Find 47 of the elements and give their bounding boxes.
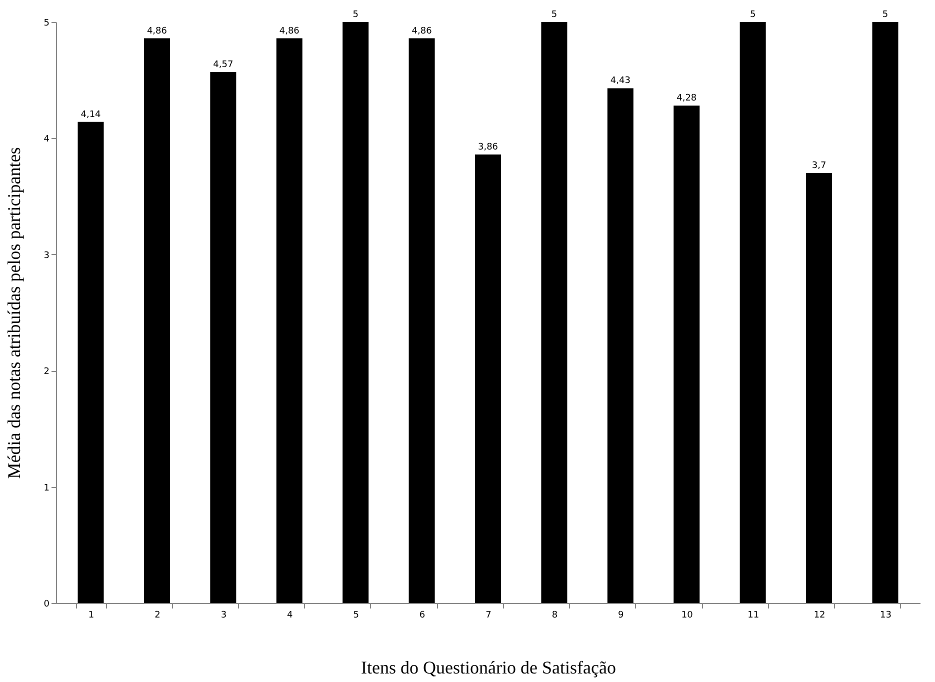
data-label: 4,86 bbox=[279, 26, 300, 36]
x-tick-label: 6 bbox=[419, 610, 426, 620]
bar bbox=[475, 154, 501, 603]
y-tick-label: 0 bbox=[44, 600, 50, 610]
bar bbox=[806, 173, 832, 603]
data-label: 4,57 bbox=[213, 60, 234, 70]
bar bbox=[740, 22, 766, 603]
bar bbox=[674, 106, 700, 603]
x-tick-label: 5 bbox=[353, 610, 359, 620]
data-label: 4,14 bbox=[80, 110, 102, 120]
data-label: 5 bbox=[352, 10, 358, 20]
bar bbox=[210, 72, 236, 603]
x-tick-label: 7 bbox=[486, 610, 492, 620]
x-tick-label: 1 bbox=[88, 610, 94, 620]
x-tick-label: 11 bbox=[748, 610, 760, 620]
data-label: 5 bbox=[750, 10, 756, 20]
bar bbox=[607, 88, 634, 603]
bar bbox=[342, 22, 369, 603]
bar bbox=[541, 22, 568, 603]
x-axis-title: Itens do Questionário de Satisfação bbox=[361, 658, 616, 678]
bar bbox=[872, 22, 898, 603]
data-label: 4,43 bbox=[610, 76, 630, 86]
data-label: 4,28 bbox=[676, 94, 697, 104]
bar bbox=[408, 38, 435, 603]
bar bbox=[144, 38, 170, 603]
x-tick-label: 13 bbox=[880, 610, 892, 620]
x-tick-label: 12 bbox=[814, 610, 826, 620]
data-label: 3,7 bbox=[812, 161, 826, 172]
bar bbox=[78, 122, 104, 603]
y-axis-title: Média das notas atribuídas pelos participantes bbox=[4, 147, 24, 479]
data-label: 5 bbox=[882, 10, 888, 20]
data-label: 3,86 bbox=[478, 142, 498, 152]
x-tick-label: 3 bbox=[220, 610, 227, 620]
x-tick-label: 4 bbox=[287, 610, 294, 620]
x-tick-label: 2 bbox=[154, 610, 160, 620]
data-label: 4,86 bbox=[412, 26, 432, 36]
y-tick-label: 5 bbox=[44, 18, 50, 28]
bar bbox=[276, 38, 302, 603]
y-tick-label: 2 bbox=[44, 367, 50, 378]
x-tick-label: 10 bbox=[681, 610, 694, 620]
x-tick-label: 8 bbox=[552, 610, 558, 620]
y-tick-label: 4 bbox=[44, 134, 50, 145]
x-tick-label: 9 bbox=[618, 610, 624, 620]
data-label: 5 bbox=[551, 10, 558, 20]
y-tick-label: 1 bbox=[44, 483, 50, 494]
y-tick-label: 3 bbox=[44, 250, 50, 261]
data-label: 4,86 bbox=[146, 26, 168, 36]
